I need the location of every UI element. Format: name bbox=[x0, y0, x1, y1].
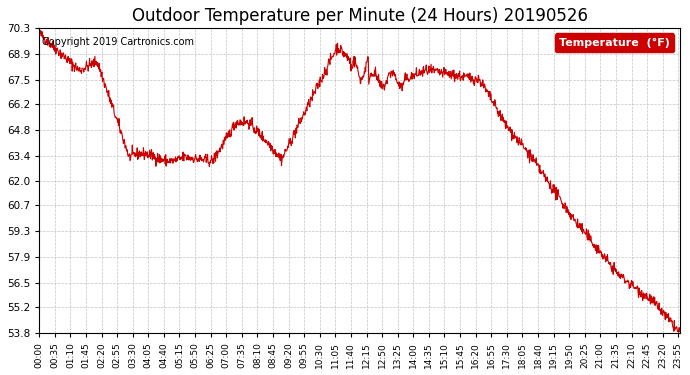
Temperature  (°F) bbox=[37, 28, 45, 33]
Temperature  (°F) bbox=[675, 330, 683, 334]
Text: Copyright 2019 Cartronics.com: Copyright 2019 Cartronics.com bbox=[42, 37, 195, 47]
Temperature  (°F) bbox=[600, 252, 609, 256]
Temperature  (°F) bbox=[460, 75, 469, 80]
Temperature  (°F) bbox=[250, 130, 258, 135]
Temperature  (°F) bbox=[676, 329, 684, 333]
Temperature  (°F) bbox=[35, 30, 43, 34]
Temperature  (°F) bbox=[178, 154, 186, 159]
Temperature  (°F) bbox=[544, 180, 552, 184]
Line: Temperature  (°F): Temperature (°F) bbox=[39, 30, 680, 332]
Temperature  (°F) bbox=[162, 159, 170, 164]
Title: Outdoor Temperature per Minute (24 Hours) 20190526: Outdoor Temperature per Minute (24 Hours… bbox=[132, 7, 588, 25]
Legend: Temperature  (°F): Temperature (°F) bbox=[555, 33, 675, 53]
